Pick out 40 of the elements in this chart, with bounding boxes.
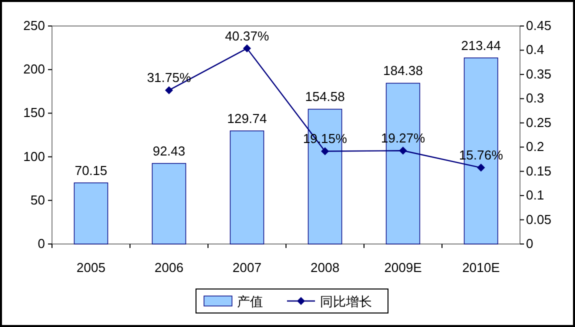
y-tick-label: 0 bbox=[38, 236, 45, 251]
y2-tick-label: 0.4 bbox=[526, 42, 544, 58]
x-tick-label: 2007 bbox=[232, 260, 262, 275]
y-tick-label: 50 bbox=[30, 192, 45, 208]
y-tick-label: 150 bbox=[23, 105, 45, 120]
point bbox=[165, 86, 173, 94]
data-label: 129.74 bbox=[227, 110, 267, 126]
data-label: 31.75% bbox=[146, 70, 192, 86]
legend-label: 产值 bbox=[237, 294, 263, 309]
y2-tick-label: 0.1 bbox=[526, 188, 544, 203]
x-tick-label: 2008 bbox=[310, 260, 340, 275]
x-tick-label: 2006 bbox=[154, 260, 184, 275]
legend-label: 同比增长 bbox=[320, 294, 372, 309]
data-label: 92.43 bbox=[152, 143, 186, 158]
y2-tick-label: 0.05 bbox=[526, 212, 552, 227]
x-tick-label: 2005 bbox=[76, 260, 106, 275]
y-tick-label: 200 bbox=[23, 62, 45, 77]
y2-tick-label: 0.25 bbox=[526, 114, 552, 130]
point bbox=[321, 147, 329, 156]
bar bbox=[230, 130, 264, 244]
data-label: 213.44 bbox=[461, 38, 501, 53]
data-label: 40.37% bbox=[224, 28, 270, 44]
data-label: 154.58 bbox=[305, 89, 345, 104]
bar bbox=[74, 182, 108, 244]
x-tick-label: 2009E bbox=[384, 260, 422, 275]
y-tick-label: 250 bbox=[23, 18, 45, 33]
y2-tick-label: 0 bbox=[526, 236, 534, 251]
data-label: 70.15 bbox=[74, 162, 108, 178]
y2-tick-label: 0.15 bbox=[526, 163, 552, 178]
y2-tick-label: 0.35 bbox=[526, 66, 552, 82]
point bbox=[243, 44, 251, 52]
y-tick-label: 100 bbox=[23, 148, 45, 164]
y2-tick-label: 0.3 bbox=[526, 90, 544, 106]
bar bbox=[152, 163, 186, 244]
point bbox=[399, 146, 407, 155]
y2-tick-label: 0.45 bbox=[526, 18, 552, 33]
data-label: 184.38 bbox=[383, 63, 423, 78]
y2-tick-label: 0.2 bbox=[526, 139, 544, 154]
x-tick-label: 2010E bbox=[462, 260, 500, 275]
point bbox=[477, 164, 485, 172]
